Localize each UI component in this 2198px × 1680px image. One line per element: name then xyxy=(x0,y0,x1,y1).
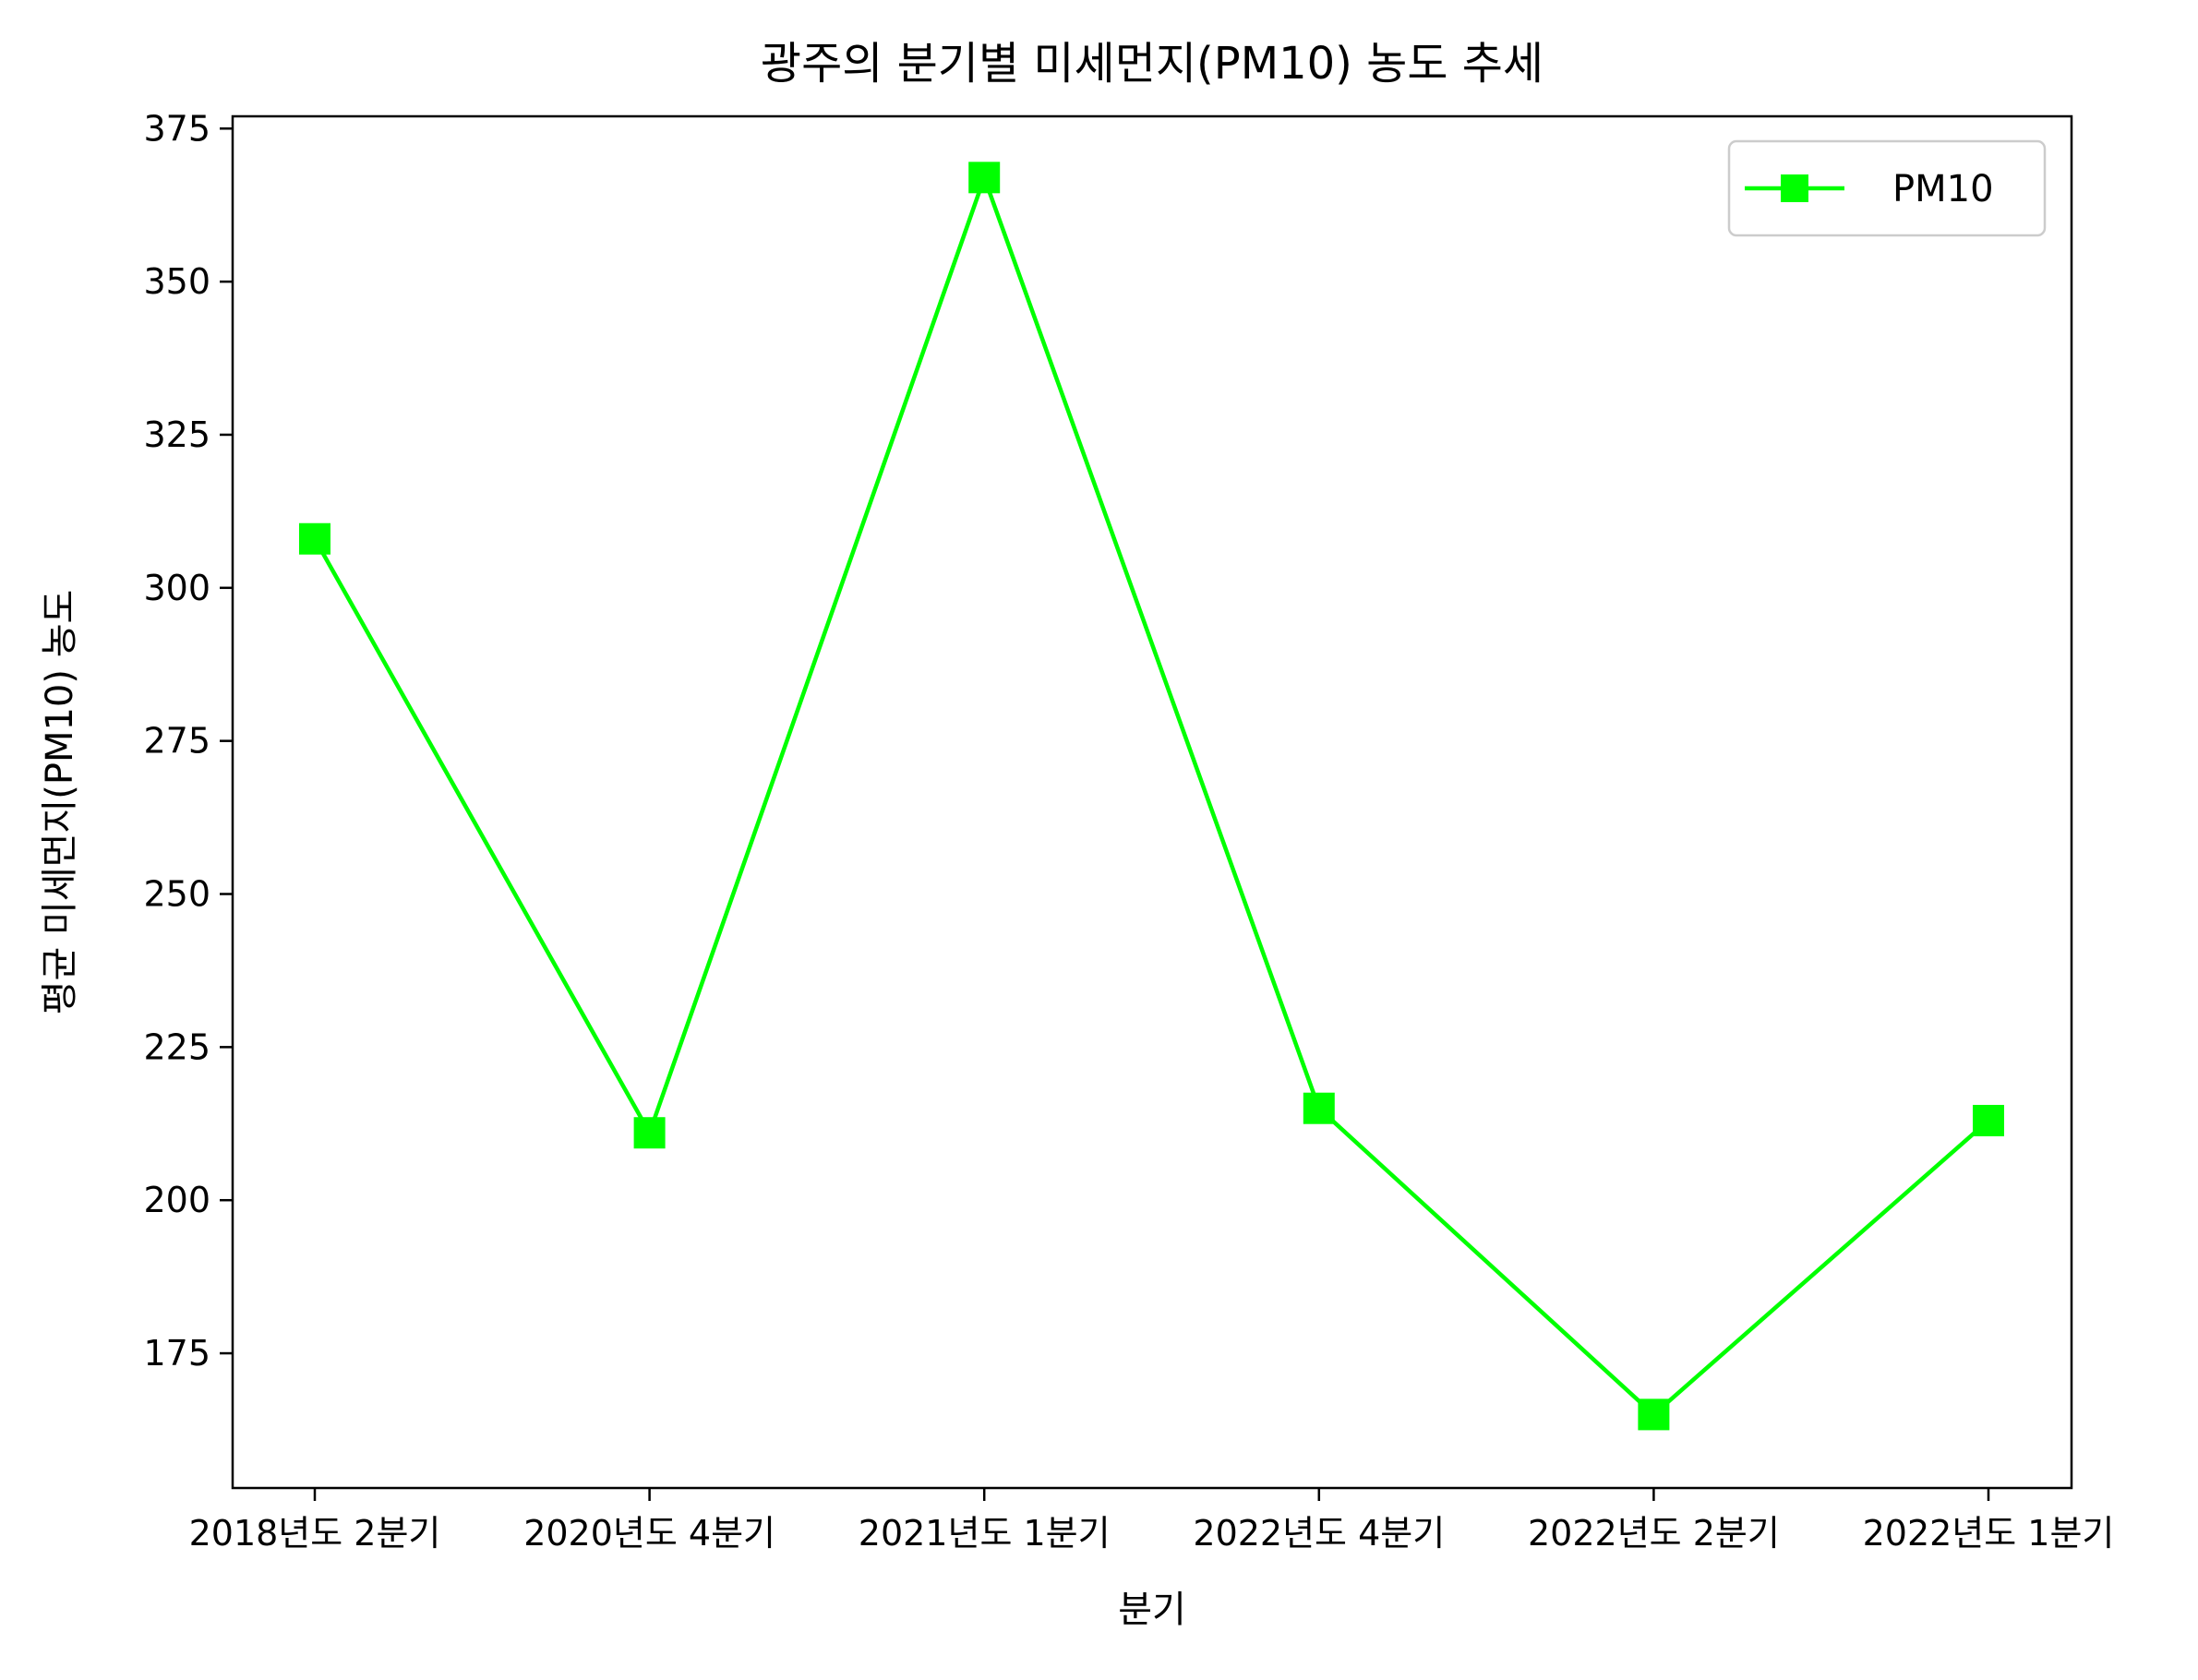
y-tick-label: 175 xyxy=(143,1333,210,1374)
x-tick-label: 2021년도 1분기 xyxy=(859,1513,1111,1554)
data-point xyxy=(968,162,1001,194)
y-tick-label: 275 xyxy=(143,721,210,762)
y-tick-label: 300 xyxy=(143,568,210,608)
data-point xyxy=(299,522,330,555)
y-tick-label: 375 xyxy=(143,108,210,149)
data-point xyxy=(1973,1104,2004,1136)
x-axis-ticks: 2018년도 2분기 2020년도 4분기 2021년도 1분기 2022년도 4분기… xyxy=(189,1488,2115,1554)
chart-title: 광주의 분기별 미세먼지(PM10) 농도 추세 xyxy=(761,38,1543,90)
x-axis-label: 분기 xyxy=(1118,1589,1186,1631)
x-tick-label: 2020년도 4분기 xyxy=(523,1513,775,1554)
y-tick-label: 250 xyxy=(143,874,210,915)
y-tick-label: 350 xyxy=(143,261,210,302)
x-tick-label: 2022년도 4분기 xyxy=(1193,1513,1445,1554)
y-tick-label: 325 xyxy=(143,414,210,455)
data-point xyxy=(1303,1092,1335,1124)
plot-frame xyxy=(231,114,2073,1490)
x-tick-label: 2022년도 1분기 xyxy=(1863,1513,2115,1554)
y-axis-label: 평균 미세먼지(PM10) 농도 xyxy=(39,590,81,1015)
legend: PM10 xyxy=(1727,139,2047,237)
y-axis-ticks: 175 200 225 250 275 300 325 350 375 xyxy=(143,108,233,1374)
legend-marker xyxy=(1781,174,1808,202)
legend-frame xyxy=(1727,139,2047,237)
legend-label: PM10 xyxy=(1892,168,1994,210)
y-tick-label: 225 xyxy=(143,1026,210,1067)
x-tick-label: 2018년도 2분기 xyxy=(189,1513,441,1554)
x-tick-label: 2022년도 2분기 xyxy=(1528,1513,1780,1554)
series-line-pm10 xyxy=(313,175,1990,1417)
data-point xyxy=(633,1117,666,1149)
data-point xyxy=(1638,1398,1670,1431)
series-layer xyxy=(299,162,2004,1431)
y-tick-label: 200 xyxy=(143,1180,210,1220)
